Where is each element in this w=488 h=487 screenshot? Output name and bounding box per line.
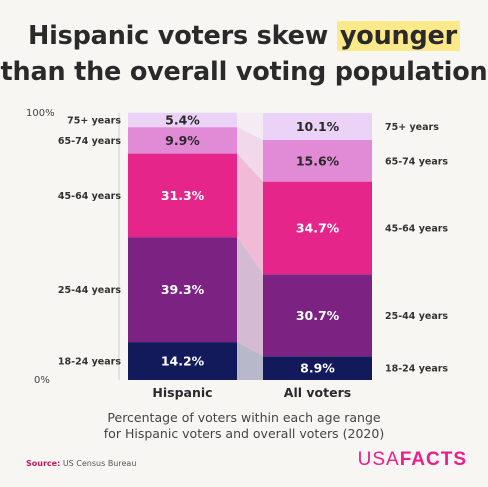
data-label: 5.4% <box>165 112 200 127</box>
title-text: Hispanic voters skew <box>27 21 337 51</box>
data-label: 39.3% <box>161 282 205 297</box>
segment-label-left: 45-64 years <box>58 191 121 202</box>
data-label: 31.3% <box>161 188 205 203</box>
data-label: 8.9% <box>300 361 335 376</box>
category-label: All voters <box>284 385 351 400</box>
data-label: 15.6% <box>296 153 340 168</box>
source-label: Source: <box>26 459 61 468</box>
connector-band <box>237 127 263 182</box>
usafacts-logo: USAFACTS <box>358 449 467 471</box>
segment-label-right: 25-44 years <box>385 311 448 322</box>
segment-label-left: 18-24 years <box>58 357 121 368</box>
segment-label-right: 75+ years <box>385 122 439 133</box>
bar-segment <box>128 342 237 380</box>
segment-label-right: 45-64 years <box>385 223 448 234</box>
bar-segment <box>263 356 372 380</box>
connector-band <box>237 112 263 140</box>
data-label: 9.9% <box>165 133 200 148</box>
source-text: US Census Bureau <box>62 459 137 468</box>
data-label: 30.7% <box>296 308 340 323</box>
stacked-bar-chart: 100% 0% 14.2% 8.9% 39.3% 30.7% 31.3% 34.7% 9.9% 1… <box>26 108 448 400</box>
data-label: 34.7% <box>296 220 340 235</box>
y-tick-label: 100% <box>26 108 55 119</box>
y-tick-label: 0% <box>34 375 50 386</box>
segment-label-right: 65-74 years <box>385 156 448 167</box>
segment-label-right: 18-24 years <box>385 364 448 375</box>
source-note: Source: US Census Bureau <box>26 459 136 468</box>
data-label: 14.2% <box>161 354 205 369</box>
logo-facts: FACTS <box>399 449 467 470</box>
connector-band <box>237 237 263 357</box>
title-highlight: younger <box>336 21 461 51</box>
connector-band <box>237 153 263 275</box>
bar-segment <box>128 237 237 343</box>
segment-label-left: 75+ years <box>67 115 121 126</box>
category-label: Hispanic <box>152 385 212 400</box>
bar-segment <box>128 153 237 238</box>
bar-segment <box>128 112 237 128</box>
logo-usa: USA <box>357 449 400 470</box>
chart-caption: Percentage of voters within each age ran… <box>0 410 488 442</box>
segment-label-left: 25-44 years <box>58 285 121 296</box>
bar-segment <box>263 274 372 357</box>
connector-band <box>237 342 263 380</box>
bar-segment <box>263 113 372 140</box>
chart-title: Hispanic voters skew younger than the ov… <box>0 18 488 90</box>
data-label: 10.1% <box>296 119 340 134</box>
title-line2: than the overall voting population <box>0 57 488 87</box>
bar-segment <box>263 181 372 275</box>
caption-line2: for Hispanic voters and overall voters (… <box>103 426 385 441</box>
bar-segment <box>263 139 372 182</box>
segment-label-left: 65-74 years <box>58 136 121 147</box>
caption-line1: Percentage of voters within each age ran… <box>107 410 381 425</box>
bar-segment <box>128 127 237 154</box>
